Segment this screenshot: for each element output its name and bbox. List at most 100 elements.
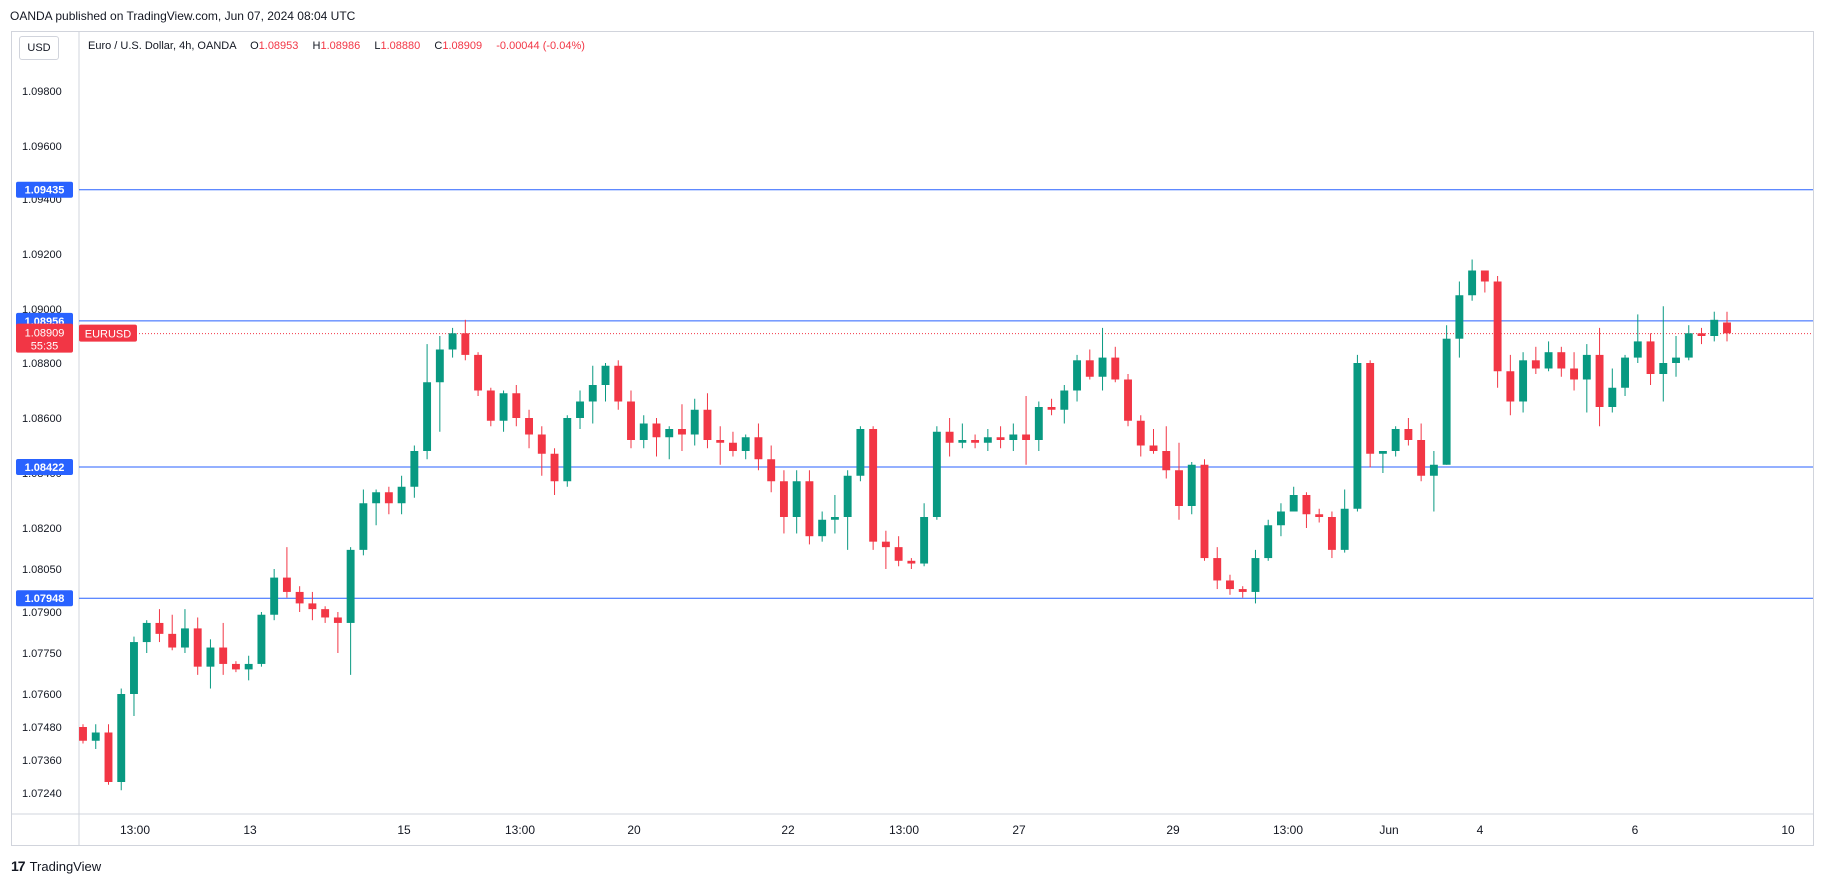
candle-body [665, 429, 674, 438]
candle-body [257, 614, 266, 664]
candle-body [1238, 589, 1247, 592]
x-tick-label: 29 [1166, 823, 1180, 837]
candle-body [474, 354, 483, 391]
horizontal-level-label: 1.09435 [25, 185, 65, 197]
candle-body [372, 492, 381, 504]
x-tick-label: 13:00 [505, 823, 535, 837]
candle-body [690, 409, 699, 435]
candle-body [1684, 333, 1693, 358]
footer-brand: 17 TradingView [11, 858, 101, 874]
candle-body [1277, 511, 1285, 526]
candle-body [512, 393, 521, 418]
candle-body [1315, 514, 1324, 517]
horizontal-level-badge [16, 181, 73, 198]
tradingview-logo-icon: 17 [11, 858, 26, 874]
horizontal-level-badge [16, 458, 73, 475]
chart-frame [11, 31, 1814, 846]
candle-body [1378, 451, 1387, 454]
candle-body [1404, 429, 1413, 440]
candle-body [550, 453, 559, 482]
horizontal-level-label: 1.08422 [25, 462, 65, 474]
candle-body [282, 577, 291, 592]
x-tick-label: 27 [1012, 823, 1026, 837]
y-tick-label: 1.08600 [22, 413, 62, 425]
candle-body [1480, 270, 1489, 282]
candle-body [996, 437, 1005, 440]
candle-body [983, 437, 992, 443]
candle-body [1162, 451, 1171, 471]
symbol-tag-label: EURUSD [85, 329, 132, 341]
candle-body [79, 727, 87, 741]
candle-body [525, 418, 533, 435]
candle-body [1264, 525, 1273, 559]
candle-body [920, 517, 929, 564]
candle-body [270, 577, 279, 615]
candle-body [1034, 407, 1043, 440]
y-tick-label: 1.07900 [22, 607, 62, 619]
x-tick-label: 15 [397, 823, 411, 837]
candle-body [1646, 341, 1655, 374]
symbol-description: Euro / U.S. Dollar, 4h, OANDA [88, 40, 236, 52]
candle-body [1366, 363, 1375, 454]
candle-body [830, 517, 839, 520]
candle-body [1302, 495, 1311, 515]
candle-body [384, 492, 393, 504]
candle-body [1429, 464, 1438, 476]
candle-body [1697, 333, 1706, 336]
y-tick-label: 1.07600 [22, 689, 62, 701]
x-tick-label: 20 [627, 823, 641, 837]
candle-body [729, 442, 737, 451]
current-price-badge [16, 323, 73, 353]
y-tick-label: 1.09200 [22, 249, 62, 261]
x-tick-label: 22 [781, 823, 795, 837]
horizontal-level-label: 1.07948 [25, 593, 65, 605]
candle-body [168, 633, 177, 648]
symbol-tag-badge [79, 324, 137, 342]
candle-body [1417, 440, 1426, 476]
candle-body [155, 622, 164, 634]
price-change: -0.00044 (-0.04%) [496, 40, 585, 52]
candle-body [1506, 371, 1515, 402]
low-label: L [374, 40, 381, 52]
candle-body [1531, 360, 1540, 369]
candle-body [576, 401, 584, 418]
candle-body [563, 418, 572, 482]
symbol-legend: Euro / U.S. Dollar, 4h, OANDA O1.08953 H… [88, 40, 585, 52]
brand-name: TradingView [29, 858, 102, 874]
y-tick-label: 1.07480 [22, 722, 62, 734]
candle-body [346, 549, 355, 623]
bar-countdown-label: 55:35 [31, 341, 59, 353]
candle-body [894, 547, 903, 561]
candle-body [932, 431, 941, 517]
candle-body [206, 647, 215, 667]
candle-body [1009, 434, 1018, 440]
candle-body [588, 385, 597, 402]
candle-body [499, 393, 508, 421]
candle-body [1608, 387, 1617, 407]
candle-body [359, 503, 368, 550]
candle-body [1442, 338, 1451, 465]
candle-body [703, 409, 712, 440]
high-label: H [312, 40, 321, 52]
candle-body [423, 382, 432, 451]
candle-body [601, 365, 610, 385]
candle-body [1187, 464, 1196, 506]
close-value: 1.08909 [442, 40, 483, 52]
candle-body [1557, 352, 1566, 369]
candle-body [1327, 517, 1336, 550]
candle-body [1468, 270, 1477, 296]
candle-body [1073, 360, 1081, 391]
candle-body [1493, 281, 1502, 372]
candle-body [779, 481, 788, 517]
y-tick-label: 1.09800 [22, 86, 62, 98]
candle-body [869, 429, 878, 542]
candle-body [1672, 357, 1680, 363]
candle-body [1659, 363, 1668, 374]
candle-body [1111, 357, 1120, 380]
candle-body [614, 365, 623, 402]
candle-body [486, 390, 495, 421]
currency-button[interactable]: USD [19, 36, 59, 60]
y-tick-label: 1.08200 [22, 523, 62, 535]
candle-body [971, 440, 980, 443]
